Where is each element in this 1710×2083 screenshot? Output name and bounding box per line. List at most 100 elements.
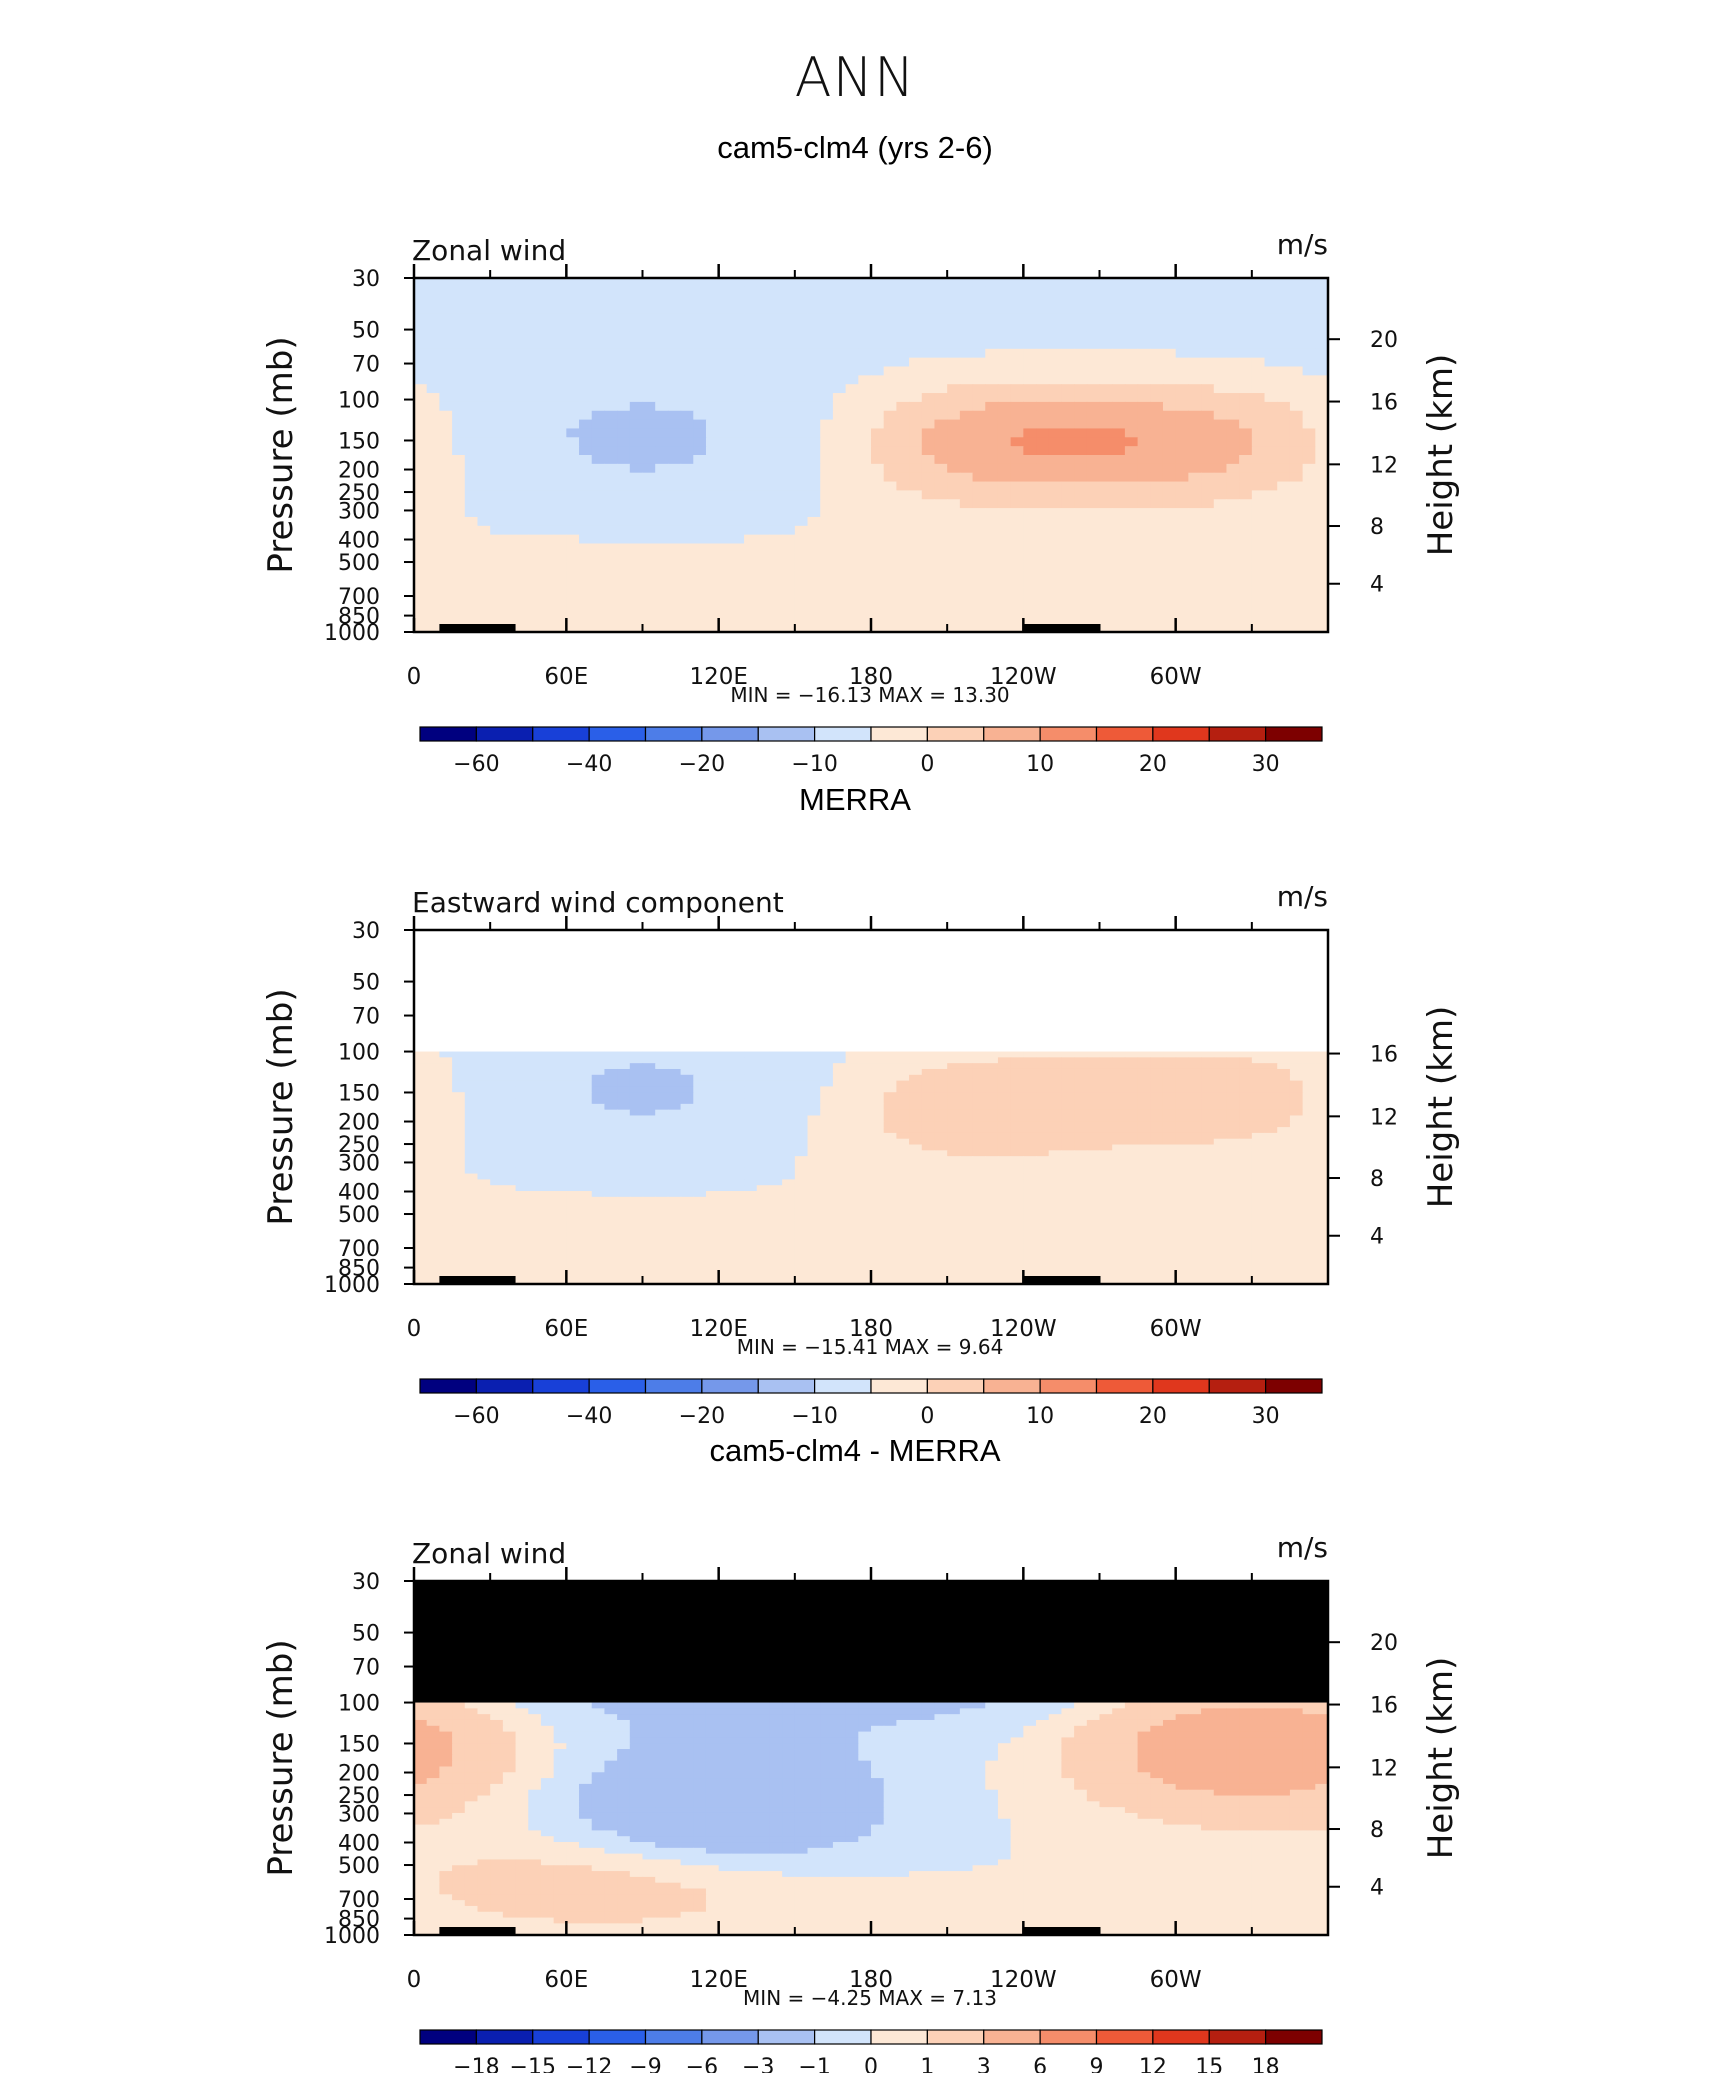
field-cell: [579, 570, 592, 579]
field-cell: [452, 322, 465, 331]
field-cell: [427, 1081, 440, 1087]
field-cell: [604, 296, 617, 305]
field-cell: [566, 375, 579, 384]
field-cell: [693, 1203, 706, 1209]
field-cell: [1011, 464, 1024, 473]
field-cell: [1049, 1139, 1062, 1145]
colorbar-box: [589, 727, 645, 741]
field-cell: [465, 1185, 478, 1191]
field-cell: [490, 1052, 503, 1058]
field-cell: [795, 393, 808, 402]
field-cell: [922, 1110, 935, 1116]
field-cell: [1138, 1121, 1151, 1127]
field-cell: [1265, 490, 1278, 499]
field-cell: [579, 1081, 592, 1087]
field-cell: [884, 1052, 897, 1058]
field-cell: [1087, 1121, 1100, 1127]
field-cell: [871, 1139, 884, 1145]
field-cell: [757, 552, 770, 561]
field-cell: [681, 331, 694, 340]
field-cell: [922, 437, 935, 446]
field-cell: [820, 1081, 833, 1087]
field-cell: [1265, 526, 1278, 535]
field-cell: [960, 358, 973, 367]
field-cell: [1087, 402, 1100, 411]
field-cell: [998, 579, 1011, 588]
field-cell: [554, 597, 567, 606]
field-cell: [1023, 561, 1036, 570]
field-cell: [427, 614, 440, 623]
field-cell: [896, 1075, 909, 1081]
field-cell: [1011, 278, 1024, 287]
field-cell: [1226, 402, 1239, 411]
field-cell: [643, 1208, 656, 1214]
field-cell: [643, 517, 656, 526]
field-cell: [1290, 446, 1303, 455]
field-cell: [871, 1104, 884, 1110]
field-cell: [871, 1057, 884, 1063]
field-cell: [973, 570, 986, 579]
field-cell: [414, 384, 427, 393]
field-cell: [1226, 1191, 1239, 1197]
field-cell: [477, 1127, 490, 1133]
field-cell: [871, 1174, 884, 1180]
field-cell: [681, 561, 694, 570]
field-cell: [1239, 1115, 1252, 1121]
field-cell: [1112, 1063, 1125, 1069]
field-cell: [1100, 482, 1113, 491]
field-cell: [719, 490, 732, 499]
field-cell: [414, 544, 427, 553]
field-cell: [1112, 614, 1125, 623]
field-cell: [1252, 375, 1265, 384]
field-cell: [884, 287, 897, 296]
field-cell: [516, 340, 529, 349]
field-cell: [427, 287, 440, 296]
field-cell: [1061, 1075, 1074, 1081]
field-cell: [744, 1075, 757, 1081]
field-cell: [1163, 278, 1176, 287]
field-cell: [1214, 367, 1227, 376]
field-cell: [1163, 322, 1176, 331]
field-cell: [630, 1150, 643, 1156]
field-cell: [934, 1121, 947, 1127]
field-cell: [795, 579, 808, 588]
field-cell: [1036, 1174, 1049, 1180]
field-cell: [808, 1081, 821, 1087]
field-cell: [1074, 375, 1087, 384]
field-cell: [439, 1179, 452, 1185]
field-cell: [1011, 570, 1024, 579]
field-cell: [1290, 517, 1303, 526]
field-cell: [833, 305, 846, 314]
field-cell: [769, 614, 782, 623]
field-cell: [884, 375, 897, 384]
field-cell: [414, 605, 427, 614]
field-cell: [439, 1208, 452, 1214]
field-cell: [757, 340, 770, 349]
field-cell: [516, 535, 529, 544]
field-cell: [414, 1145, 427, 1151]
field-cell: [922, 375, 935, 384]
field-cell: [579, 1092, 592, 1098]
field-cell: [884, 1057, 897, 1063]
field-cell: [1214, 455, 1227, 464]
field-cell: [820, 1092, 833, 1098]
field-cell: [858, 331, 871, 340]
field-cell: [782, 561, 795, 570]
field-cell: [1214, 588, 1227, 597]
field-cell: [427, 340, 440, 349]
field-cell: [681, 535, 694, 544]
field-cell: [503, 535, 516, 544]
field-cell: [706, 1063, 719, 1069]
field-cell: [516, 1057, 529, 1063]
field-cell: [465, 411, 478, 420]
field-cell: [592, 1156, 605, 1162]
colorbar-label: −60: [453, 752, 499, 777]
field-cell: [541, 1081, 554, 1087]
field-cell: [427, 1168, 440, 1174]
field-cell: [960, 1133, 973, 1139]
field-cell: [1023, 526, 1036, 535]
field-cell: [643, 428, 656, 437]
field-cell: [592, 313, 605, 322]
field-cell: [516, 331, 529, 340]
field-cell: [1112, 1139, 1125, 1145]
